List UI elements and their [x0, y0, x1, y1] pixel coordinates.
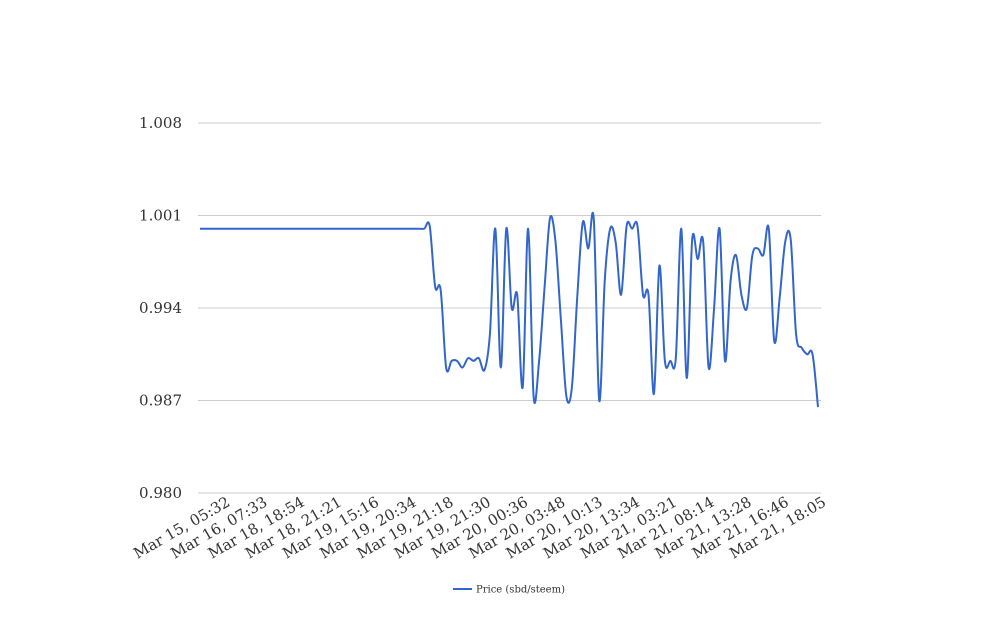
legend-label: Price (sbd/steem)	[476, 585, 565, 596]
y-axis-ticks: 1.008 1.001 0.994 0.987 0.980	[139, 114, 182, 502]
y-tick-label: 0.980	[139, 484, 182, 502]
gridlines	[198, 122, 821, 494]
series-line-price	[200, 211, 819, 408]
y-tick-label: 0.994	[139, 299, 182, 317]
y-tick-label: 0.987	[139, 392, 182, 410]
legend[interactable]: Price (sbd/steem)	[453, 585, 565, 596]
series-layer	[200, 211, 819, 408]
y-tick-label: 1.008	[139, 114, 182, 132]
y-tick-label: 1.001	[139, 207, 182, 225]
